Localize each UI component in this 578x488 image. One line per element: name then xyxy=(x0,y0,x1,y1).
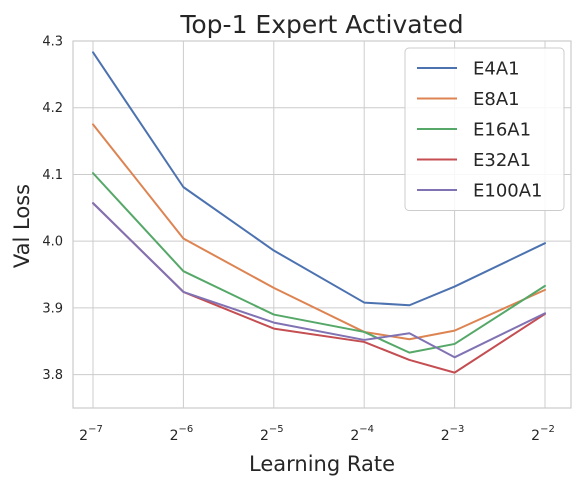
x-axis-label: Learning Rate xyxy=(249,452,395,476)
series-line-e100a1 xyxy=(92,202,546,359)
x-tick-label: 2−5 xyxy=(260,424,284,444)
x-axis-ticks: 2−7 2−6 2−5 2−4 2−3 2−2 xyxy=(79,424,555,444)
y-axis-label: Val Loss xyxy=(10,184,34,268)
x-tick-label: 2−7 xyxy=(79,424,103,444)
legend-label: E8A1 xyxy=(473,89,520,110)
x-tick-label: 2−2 xyxy=(531,424,555,444)
x-tick-base: 2 xyxy=(260,428,269,444)
plot-frame xyxy=(72,40,572,409)
y-tick-label: 4.0 xyxy=(42,235,63,250)
x-tick-base: 2 xyxy=(441,428,450,444)
x-tick-base: 2 xyxy=(350,428,359,444)
chart-title: Top-1 Expert Activated xyxy=(179,10,463,39)
x-tick-exponent: −2 xyxy=(540,424,555,435)
y-tick-label: 4.2 xyxy=(42,101,63,116)
x-tick-base: 2 xyxy=(170,428,179,444)
y-tick-label: 3.8 xyxy=(42,368,63,383)
x-tick-base: 2 xyxy=(531,428,540,444)
legend-box xyxy=(404,47,565,211)
legend-label: E16A1 xyxy=(473,120,531,141)
y-tick-label: 4.1 xyxy=(42,168,63,183)
y-tick-label: 3.9 xyxy=(42,301,63,316)
series-lines xyxy=(92,51,546,374)
series-line-e4a1 xyxy=(92,51,546,307)
legend-label: E100A1 xyxy=(473,181,543,202)
y-tick-label: 4.3 xyxy=(42,35,63,50)
x-tick-exponent: −6 xyxy=(178,424,193,435)
x-tick-label: 2−3 xyxy=(441,424,465,444)
x-tick-label: 2−6 xyxy=(170,424,194,444)
x-tick-exponent: −4 xyxy=(359,424,374,435)
x-tick-exponent: −5 xyxy=(269,424,284,435)
series-line-e16a1 xyxy=(92,172,546,354)
x-tick-exponent: −7 xyxy=(88,424,103,435)
legend: E4A1 E8A1 E16A1 E32A1 E100A1 xyxy=(404,47,565,211)
x-tick-label: 2−4 xyxy=(350,424,374,444)
x-tick-base: 2 xyxy=(79,428,88,444)
legend-label: E4A1 xyxy=(473,59,520,80)
legend-label: E32A1 xyxy=(473,150,531,171)
y-axis-ticks: 3.8 3.9 4.0 4.1 4.2 4.3 xyxy=(42,35,63,384)
x-tick-exponent: −3 xyxy=(450,424,465,435)
